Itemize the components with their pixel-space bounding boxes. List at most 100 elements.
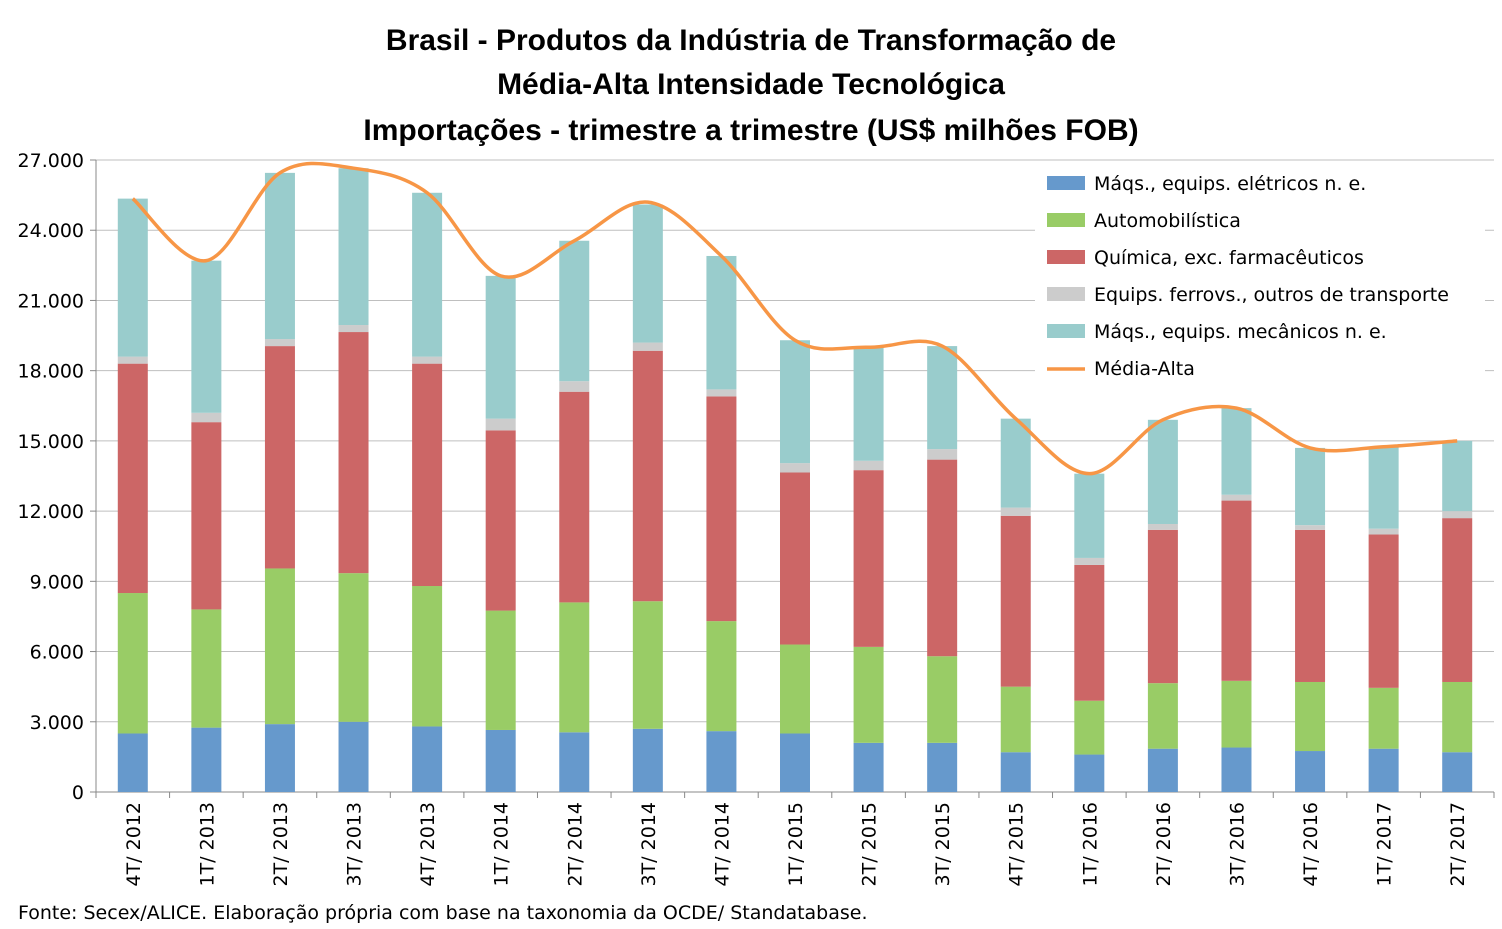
bar-segment [706, 389, 737, 397]
bar-segment [780, 733, 810, 792]
bar-segment [117, 733, 148, 792]
bar-segment [1295, 529, 1326, 682]
bar-segment [1295, 751, 1326, 792]
legend-label: Média-Alta [1094, 358, 1195, 380]
bar-segment [117, 363, 148, 594]
y-tick-label: 24.000 [18, 220, 84, 242]
bar-segment [780, 472, 810, 645]
legend-swatch [1047, 287, 1085, 301]
bar-segment [412, 726, 443, 792]
bar-segment [1074, 473, 1105, 558]
bar-segment [264, 568, 295, 725]
bar-segment [1000, 418, 1031, 508]
bar-segment [117, 356, 148, 364]
legend-label: Automobilística [1094, 210, 1241, 232]
bar-segment [485, 430, 516, 611]
bar-segment [1074, 700, 1105, 755]
bar-segment [191, 260, 222, 413]
x-tick-label: 4T/ 2013 [417, 802, 439, 887]
bar-segment [1000, 507, 1031, 516]
bar-segment [927, 346, 958, 450]
bar-segment [338, 721, 369, 792]
chart-title-line-1: Brasil - Produtos da Indústria de Transf… [385, 24, 1117, 57]
bar-segment [191, 609, 222, 728]
bar-segment [264, 172, 295, 340]
bar-segment [412, 356, 443, 364]
y-tick-label: 6.000 [30, 642, 84, 664]
x-tick-label: 4T/ 2015 [1006, 802, 1028, 887]
bar-segment [1442, 511, 1473, 519]
bar-segment [1368, 748, 1399, 792]
legend-box [1035, 165, 1485, 387]
x-tick-label: 2T/ 2016 [1153, 802, 1175, 887]
bar-segment [927, 449, 958, 460]
x-tick-label: 4T/ 2012 [123, 802, 145, 887]
bar-segment [485, 275, 516, 419]
y-tick-label: 15.000 [18, 431, 84, 453]
bar-segment [632, 601, 663, 729]
bar-segment [338, 325, 369, 333]
bar-segment [559, 391, 590, 603]
y-tick-label: 0 [72, 782, 84, 804]
bar-segment [117, 593, 148, 734]
bar-segment [1295, 447, 1326, 526]
bar-segment [853, 646, 884, 743]
bar-segment [853, 470, 884, 647]
legend-swatch [1047, 250, 1085, 264]
legend-label: Máqs., equips. elétricos n. e. [1094, 173, 1366, 195]
footnote: Fonte: Secex/ALICE. Elaboração própria c… [18, 902, 868, 924]
bar-segment [706, 396, 737, 622]
x-tick-label: 4T/ 2014 [711, 802, 733, 887]
x-tick-label: 3T/ 2016 [1226, 802, 1248, 887]
y-tick-label: 27.000 [18, 150, 84, 172]
legend-swatch [1047, 176, 1085, 190]
x-tick-label: 2T/ 2017 [1447, 802, 1469, 887]
bar-segment [191, 412, 222, 423]
bar-segment [485, 729, 516, 792]
line-media-alta [131, 161, 1458, 476]
chart-title-line-3: Importações - trimestre a trimestre (US$… [363, 114, 1139, 147]
x-tick-label: 1T/ 2016 [1079, 802, 1101, 887]
bar-segment [927, 459, 958, 657]
bar-segment [1221, 747, 1252, 792]
bar-segment [117, 198, 148, 357]
x-tick-label: 2T/ 2015 [859, 802, 881, 887]
bar-segment [1147, 419, 1178, 524]
bar-segment [338, 168, 369, 326]
bar-segment [1368, 534, 1399, 688]
bar-segment [1000, 686, 1031, 753]
x-tick-label: 1T/ 2017 [1374, 802, 1396, 887]
bar-segment [559, 240, 590, 382]
x-tick-label: 2T/ 2013 [270, 802, 292, 887]
bar-segment [706, 255, 737, 390]
bar-segment [1442, 518, 1473, 682]
x-tick-label: 2T/ 2014 [564, 802, 586, 887]
bar-segment [853, 347, 884, 461]
bar-segment [1295, 525, 1326, 530]
bar-segment [559, 381, 590, 392]
bar-segment [1147, 529, 1178, 684]
x-tick-label: 3T/ 2013 [344, 802, 366, 887]
bar-segment [191, 727, 222, 792]
bar-segment [1074, 557, 1105, 565]
bar-segment [412, 586, 443, 727]
y-tick-label: 3.000 [30, 712, 84, 734]
bar-segment [1000, 752, 1031, 792]
bar-segment [706, 731, 737, 792]
bar-segment [853, 460, 884, 471]
bar-segment [485, 418, 516, 431]
bar-segment [1368, 687, 1399, 749]
y-tick-label: 12.000 [18, 501, 84, 523]
bar-segment [780, 644, 810, 734]
legend-label: Equips. ferrovs., outros de transporte [1094, 284, 1449, 306]
bar-segment [1221, 494, 1252, 501]
x-tick-label: 3T/ 2014 [638, 802, 660, 887]
bar-segment [1000, 515, 1031, 687]
bar-segment [1442, 440, 1473, 512]
bar-segment [927, 656, 958, 743]
bar-segment [1368, 446, 1399, 529]
bar-segment [1221, 680, 1252, 748]
bar-segment [1221, 500, 1252, 681]
bar-segment [1221, 408, 1252, 495]
